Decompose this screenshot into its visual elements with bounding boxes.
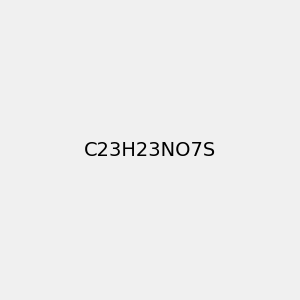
Text: C23H23NO7S: C23H23NO7S [84, 140, 216, 160]
